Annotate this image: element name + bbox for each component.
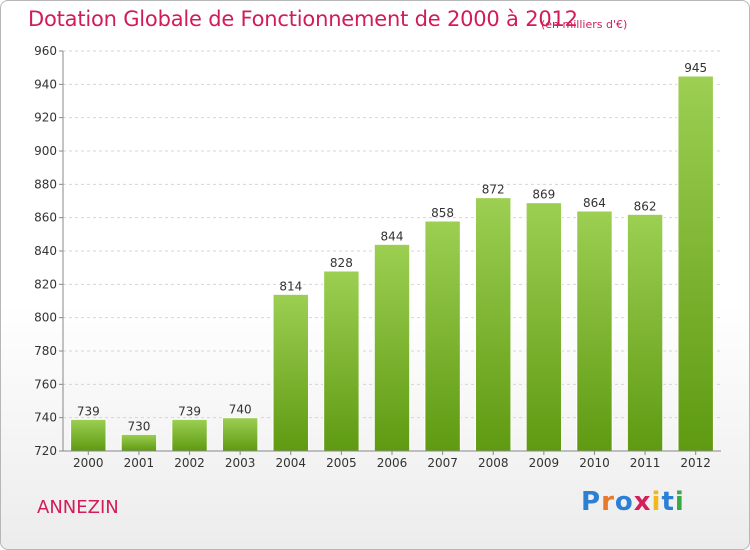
- bar-value-label: 869: [532, 188, 555, 202]
- y-tick-label: 720: [34, 444, 57, 458]
- x-tick-label: 2002: [174, 456, 205, 470]
- bar: [221, 417, 259, 452]
- logo-letter: t: [661, 487, 675, 517]
- bar-value-label: 739: [77, 404, 100, 418]
- bar: [323, 270, 360, 452]
- bar-value-label: 862: [634, 199, 657, 213]
- bar: [373, 243, 411, 452]
- bar: [272, 293, 309, 452]
- chart-title: Dotation Globale de Fonctionnement de 20…: [28, 7, 578, 31]
- bar-value-label: 739: [178, 404, 201, 418]
- bar: [475, 197, 512, 452]
- bar: [120, 433, 158, 452]
- x-tick-label: 2009: [529, 456, 560, 470]
- bar: [424, 220, 461, 452]
- y-tick-label: 740: [34, 411, 57, 425]
- x-tick-label: 2000: [73, 456, 104, 470]
- bar-value-label: 828: [330, 256, 353, 270]
- logo-letter: r: [601, 487, 615, 517]
- x-axis-ticks: 2000 2001 2002 2003 2004 2005 2006 2007 2008 2009…: [73, 451, 711, 470]
- bar-value-label: 740: [229, 403, 252, 417]
- bar-value-label: 844: [381, 229, 404, 243]
- y-tick-label: 800: [34, 311, 57, 325]
- y-tick-label: 880: [34, 177, 57, 191]
- logo-letter: o: [614, 487, 634, 517]
- bar-value-label: 858: [431, 206, 454, 220]
- bar-value-label: 864: [583, 196, 606, 210]
- value-labels: 739 730 739 740 814 828 844 858 872 869 864 862 945: [77, 61, 707, 433]
- y-axis-ticks: 720 740 760 780 800 820 840 860 880 900 920 940 960: [34, 44, 63, 458]
- proxiti-logo: Proxiti: [581, 487, 685, 517]
- logo-letter: i: [674, 487, 685, 517]
- commune-name: ANNEZIN: [37, 497, 119, 518]
- logo-letter: P: [581, 487, 602, 517]
- x-tick-label: 2003: [225, 456, 256, 470]
- bar-value-label: 872: [482, 183, 505, 197]
- y-tick-label: 860: [34, 211, 57, 225]
- logo-letter: i: [651, 487, 662, 517]
- y-tick-label: 940: [34, 77, 57, 91]
- y-tick-label: 960: [34, 44, 57, 58]
- x-tick-label: 2004: [275, 456, 306, 470]
- y-tick-label: 920: [34, 111, 57, 125]
- x-tick-label: 2012: [680, 456, 711, 470]
- x-tick-label: 2008: [478, 456, 509, 470]
- x-tick-label: 2006: [377, 456, 408, 470]
- y-tick-label: 820: [34, 277, 57, 291]
- x-tick-label: 2011: [630, 456, 661, 470]
- bar: [70, 418, 107, 452]
- bar: [677, 75, 714, 452]
- y-tick-label: 780: [34, 344, 57, 358]
- bar-value-label: 945: [684, 61, 707, 75]
- bar: [626, 213, 664, 452]
- bar: [171, 418, 208, 452]
- chart-subtitle: (en milliers d'€): [541, 18, 628, 31]
- y-tick-label: 760: [34, 377, 57, 391]
- bar-value-label: 730: [127, 419, 150, 433]
- x-tick-label: 2010: [579, 456, 610, 470]
- logo-letter: x: [633, 487, 652, 517]
- bar-value-label: 814: [279, 279, 302, 293]
- x-tick-label: 2001: [124, 456, 155, 470]
- y-tick-label: 900: [34, 144, 57, 158]
- x-tick-label: 2007: [427, 456, 458, 470]
- bar: [576, 210, 613, 452]
- x-tick-label: 2005: [326, 456, 357, 470]
- y-tick-label: 840: [34, 244, 57, 258]
- bars: [70, 75, 714, 452]
- bar: [525, 202, 563, 452]
